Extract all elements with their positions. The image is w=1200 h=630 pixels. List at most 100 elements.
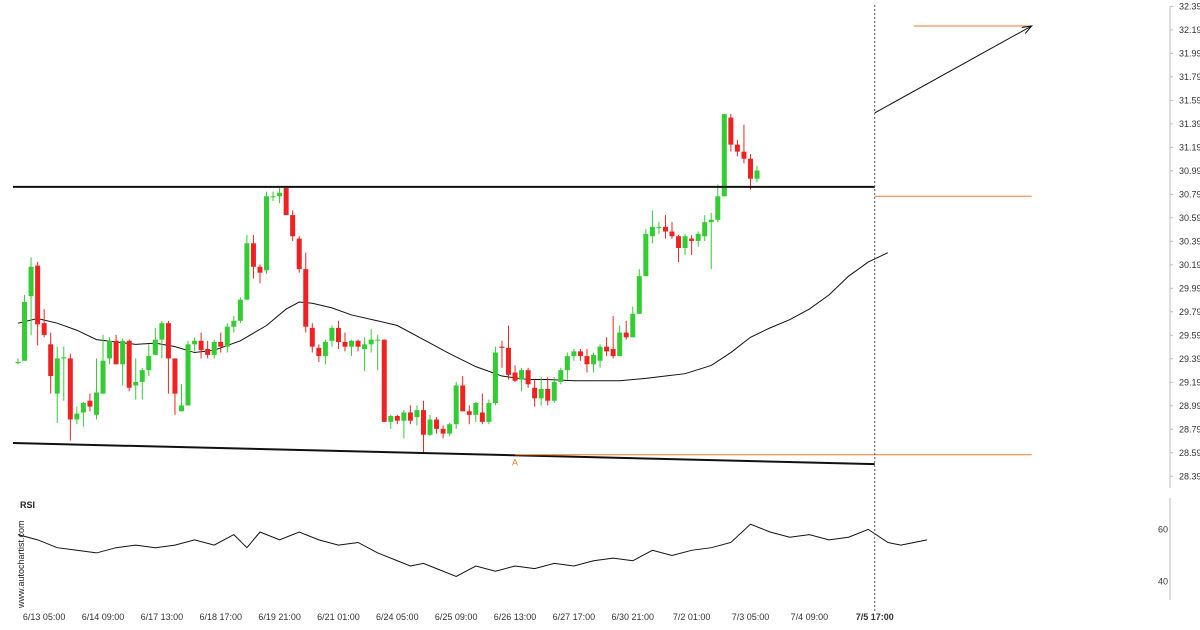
candle — [689, 235, 695, 256]
candles — [15, 114, 760, 453]
candle — [67, 353, 73, 441]
candle-body — [120, 340, 126, 365]
candle — [198, 332, 204, 359]
candle — [636, 269, 642, 314]
time-tick-label: 6/17 13:00 — [141, 612, 184, 622]
candle-body — [512, 372, 518, 381]
price-tick-label: 31.9969 — [1179, 48, 1200, 58]
candle-body — [538, 388, 544, 399]
candle — [434, 417, 440, 434]
candle — [715, 184, 721, 223]
candle — [165, 320, 171, 394]
candle-body — [506, 347, 511, 375]
candle — [133, 358, 139, 400]
candle-body — [362, 344, 368, 350]
candle — [708, 212, 714, 270]
candle-body — [224, 326, 230, 347]
candle — [335, 320, 341, 350]
price-tick-label: 31.7969 — [1179, 72, 1200, 82]
candle-body — [296, 238, 302, 270]
candle — [564, 352, 570, 380]
candle — [394, 414, 400, 425]
candle — [120, 338, 126, 386]
candle-body — [460, 385, 466, 412]
candle-body — [211, 341, 217, 355]
time-tick-label: 7/5 17:00 — [856, 612, 894, 622]
candle — [630, 306, 636, 338]
candle-body — [48, 344, 54, 377]
candle-body — [747, 158, 753, 179]
candle — [643, 229, 649, 277]
candle — [623, 320, 629, 340]
candle — [597, 344, 603, 368]
price-panel: 32.3969 32.1969 31.9969 31.7969 31.5969 31.39… — [12, 1, 1200, 488]
candle-body — [604, 346, 610, 352]
candle — [22, 294, 28, 361]
candle-body — [702, 222, 708, 237]
candle — [296, 236, 302, 273]
candle-body — [414, 410, 420, 418]
rsi-title: RSI — [20, 500, 35, 510]
candle — [610, 316, 616, 359]
candle-body — [492, 352, 498, 404]
candle-body — [28, 266, 34, 297]
candle — [479, 393, 485, 425]
rsi-axis-ticks: 60 40 — [1158, 524, 1168, 586]
candle — [388, 414, 394, 429]
candle — [146, 344, 152, 377]
candle-body — [401, 412, 407, 421]
candle — [499, 340, 505, 368]
candle-body — [198, 340, 204, 351]
candle — [277, 186, 283, 204]
candle-body — [126, 340, 132, 388]
candle-body — [244, 243, 250, 300]
candle — [512, 365, 518, 382]
support-line — [12, 441, 875, 466]
candle-body — [257, 266, 263, 273]
candle-body — [335, 327, 341, 342]
candle-body — [695, 233, 701, 241]
candle-body — [165, 323, 171, 359]
candle-body — [159, 323, 165, 340]
time-tick-label: 6/18 17:00 — [199, 612, 242, 622]
candle-body — [676, 236, 682, 248]
candle — [172, 358, 178, 415]
candle — [362, 337, 368, 372]
candle-body — [283, 188, 289, 216]
candle — [264, 191, 270, 274]
time-tick-label: 6/24 05:00 — [376, 612, 419, 622]
rsi-panel: RSI 60 40 — [17, 498, 1171, 600]
candle-body — [499, 346, 505, 348]
candle — [61, 346, 67, 401]
candle-body — [277, 192, 283, 197]
candle — [309, 323, 315, 353]
candle-body — [623, 332, 629, 338]
candle — [93, 358, 99, 420]
time-tick-label: 7/4 09:00 — [791, 612, 829, 622]
candle — [54, 346, 60, 424]
candle — [577, 349, 583, 361]
price-tick-label: 30.9969 — [1179, 166, 1200, 176]
candle-body — [682, 236, 688, 248]
candle-body — [342, 341, 348, 347]
candle-body — [303, 269, 309, 327]
candle — [656, 222, 662, 234]
candle-body — [466, 411, 472, 415]
candle-body — [218, 341, 224, 347]
candle-body — [355, 340, 361, 347]
candle-body — [532, 387, 538, 399]
candle — [551, 377, 557, 404]
price-tick-label: 28.9969 — [1179, 401, 1200, 411]
candle — [525, 367, 531, 388]
candle-body — [152, 339, 158, 355]
candle — [676, 235, 682, 263]
candle-body — [375, 339, 381, 341]
candle-body — [708, 219, 714, 223]
candle-body — [577, 351, 583, 357]
candle-body — [597, 346, 603, 361]
candle — [584, 349, 590, 373]
candle-body — [545, 388, 551, 401]
candle — [734, 139, 740, 157]
candle-body — [734, 144, 740, 152]
